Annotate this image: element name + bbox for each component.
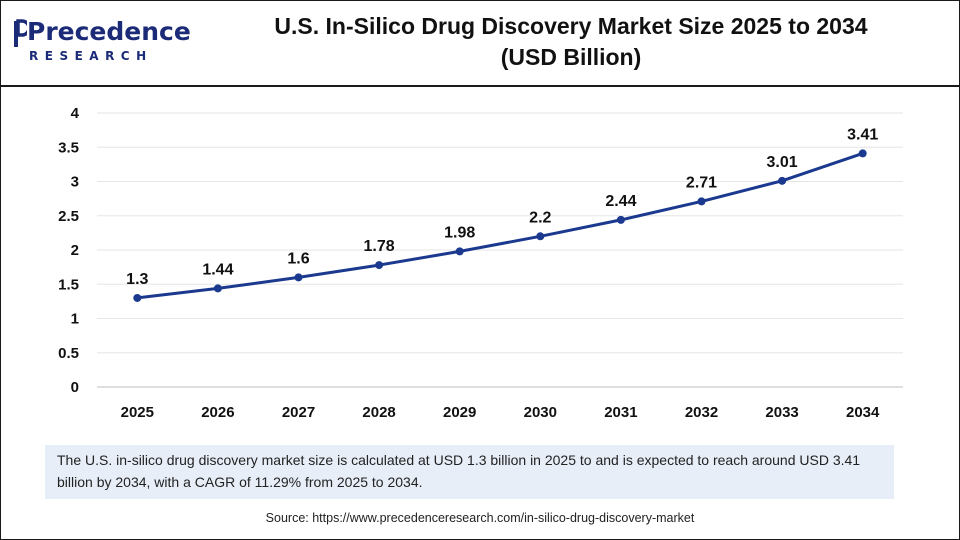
chart-title-line-2: (USD Billion): [500, 44, 642, 70]
data-label: 1.78: [364, 238, 395, 255]
x-tick-label: 2025: [121, 404, 154, 421]
x-tick-label: 2030: [524, 404, 557, 421]
y-tick-label: 1: [71, 311, 79, 328]
chart-title-line-1: U.S. In-Silico Drug Discovery Market Siz…: [274, 13, 868, 39]
logo-mark-icon: [14, 19, 27, 47]
summary-note: The U.S. in-silico drug discovery market…: [45, 445, 894, 499]
data-point: [455, 247, 464, 256]
x-tick-label: 2031: [604, 404, 637, 421]
y-axis: 0 0.5 1 1.5 2 2.5 3 3.5 4: [58, 105, 80, 396]
logo-word: Precedence: [27, 17, 191, 46]
x-tick-label: 2029: [443, 404, 476, 421]
data-point: [697, 197, 706, 206]
x-tick-label: 2028: [362, 404, 395, 421]
x-tick-label: 2026: [201, 404, 234, 421]
data-labels: 1.3 1.44 1.6 1.78 1.98 2.2 2.44 2.71 3.01 3.41: [126, 126, 878, 288]
x-tick-label: 2034: [846, 404, 880, 421]
logo-subtitle: RESEARCH: [29, 49, 153, 63]
data-label: 1.6: [287, 250, 309, 267]
data-label: 1.44: [202, 261, 233, 278]
header: Precedence RESEARCH U.S. In-Silico Drug …: [1, 1, 959, 87]
x-axis: 2025 2026 2027 2028 2029 2030 2031 2032 2033 2034: [97, 386, 903, 421]
data-point: [375, 261, 384, 270]
line-chart: 00.511.522.533.54 2025 2026 2027 2028 2029 20…: [58, 105, 903, 421]
data-label: 2.44: [605, 193, 636, 210]
data-point: [294, 273, 303, 282]
series-line: [137, 151, 864, 300]
brand-logo: Precedence RESEARCH: [13, 15, 191, 67]
data-point: [616, 215, 625, 224]
y-tick-label: 2.5: [58, 208, 79, 225]
data-label: 2.2: [529, 209, 551, 226]
y-tick-label: 0: [71, 379, 79, 396]
data-point: [213, 284, 222, 293]
y-tick-label: 1.5: [58, 276, 79, 293]
data-point: [536, 232, 545, 241]
data-label: 3.41: [847, 126, 878, 143]
data-label: 1.3: [126, 271, 148, 288]
chart-title: U.S. In-Silico Drug Discovery Market Siz…: [201, 11, 941, 73]
series-market-size: [133, 149, 867, 302]
y-tick-label: 4: [71, 105, 80, 122]
grid-lines: [97, 112, 903, 354]
data-label: 2.71: [686, 174, 717, 191]
y-tick-label: 0.5: [58, 345, 79, 362]
data-point: [778, 176, 787, 185]
source-text: Source: https://www.precedenceresearch.c…: [265, 511, 695, 525]
x-tick-label: 2027: [282, 404, 315, 421]
y-tick-label: 3: [71, 174, 79, 191]
data-point: [858, 149, 867, 158]
data-label: 3.01: [767, 154, 798, 171]
data-label: 1.98: [444, 224, 475, 241]
y-tick-label: 3.5: [58, 139, 79, 156]
y-tick-label: 2: [71, 242, 79, 259]
data-point: [133, 293, 142, 302]
x-tick-label: 2033: [765, 404, 798, 421]
x-tick-label: 2032: [685, 404, 718, 421]
